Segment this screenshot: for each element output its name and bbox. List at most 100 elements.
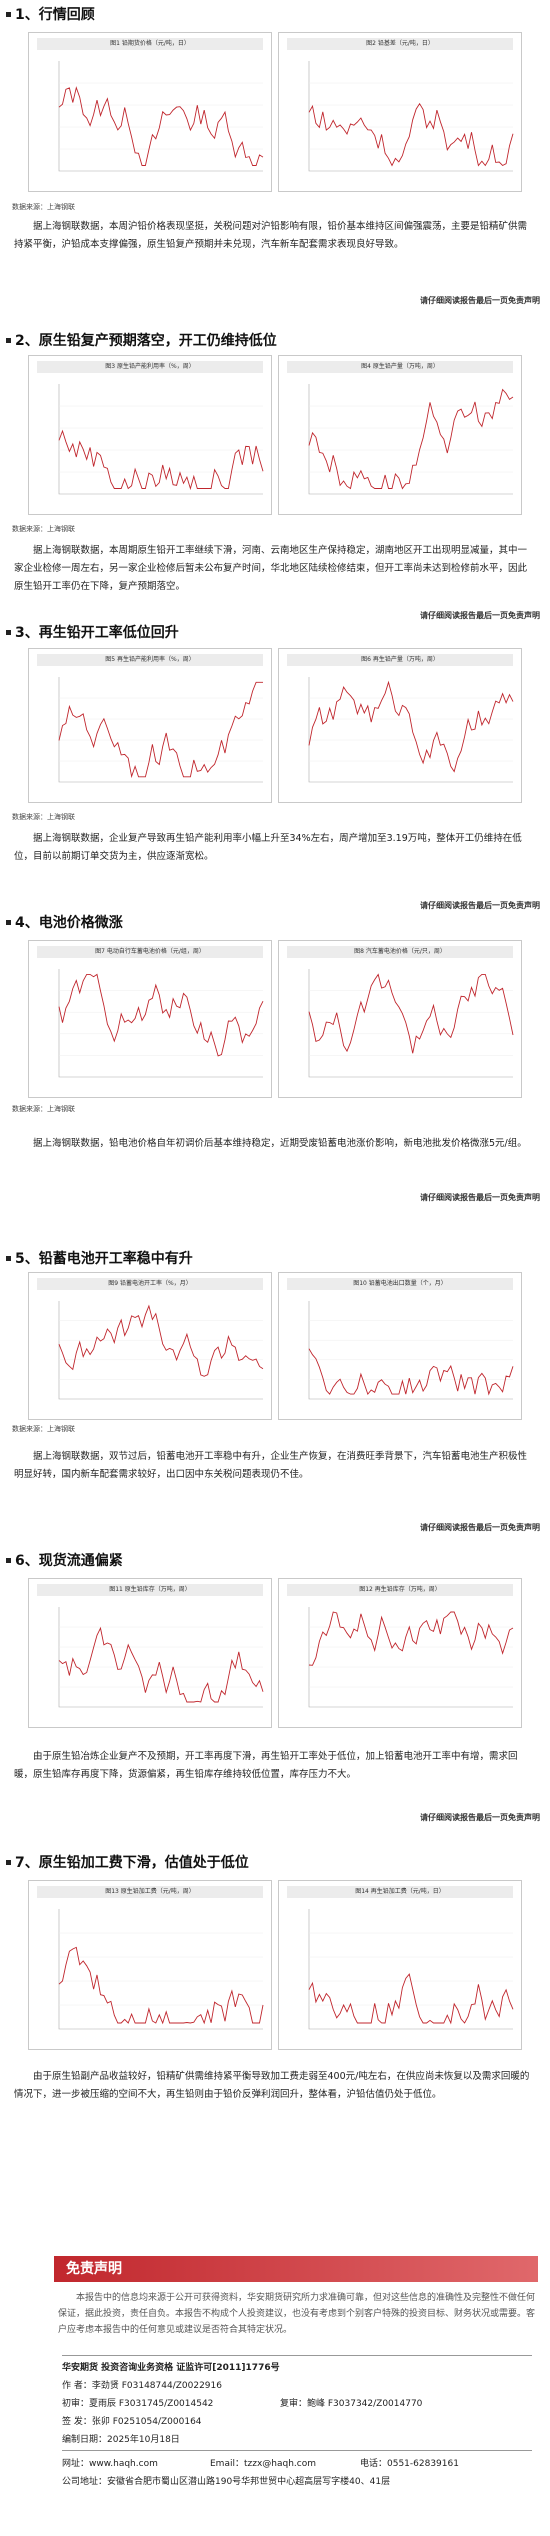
chart-svg <box>58 1607 264 1708</box>
company-info: 华安期货 投资咨询业务资格 证监许可[2011]1776号 <box>62 2363 280 2373</box>
chart-panel-14: 图14 再生铅加工费（元/吨，日） <box>278 1880 522 2050</box>
series-line <box>308 1348 514 1396</box>
chart-panel-9: 图9 铅蓄电池开工率（%，月） <box>28 1272 272 1420</box>
chart-axis <box>58 1301 263 1400</box>
website-link[interactable]: 网址：www.haqh.com <box>62 2459 158 2469</box>
chart-title: 图11 原生铅库存（万吨，周） <box>37 1584 263 1596</box>
chart-panel-6: 图6 再生铅产量（万吨，周） <box>278 648 522 803</box>
chart-title: 图5 再生铅产能利用率（%，周） <box>37 654 263 666</box>
chart-svg <box>58 1301 264 1400</box>
series-line <box>308 1973 514 2025</box>
chart-axis <box>58 61 263 172</box>
reviewer-2: 复审：鲍峰 F3037342/Z0014770 <box>280 2399 423 2409</box>
chart-axis <box>308 969 513 1078</box>
chart-title: 图1 铅期货价格（元/吨，日） <box>37 38 263 50</box>
paragraph-2: 据上海钢联数据，本周期原生铅开工率继续下滑，河南、云南地区生产保持稳定，湖南地区… <box>14 545 528 592</box>
chart-panel-2: 图2 铅基差（元/吨，日） <box>278 32 522 192</box>
series-line <box>308 388 514 490</box>
disclaimer-hint: 请仔细阅读报告最后一页免责声明 <box>420 1813 540 1822</box>
chart-panel-5: 图5 再生铅产能利用率（%，周） <box>28 648 272 803</box>
chart-title: 图12 再生铅库存（万吨，周） <box>287 1584 513 1596</box>
section-title-5: 5、铅蓄电池开工率稳中有升 <box>6 1248 193 1268</box>
data-source: 数据来源：上海钢联 <box>12 525 75 533</box>
chart-svg <box>308 677 514 783</box>
chart-panel-4: 图4 原生铅产量（万吨，周） <box>278 355 522 515</box>
chart-svg <box>308 969 514 1078</box>
disclaimer-hint: 请仔细阅读报告最后一页免责声明 <box>420 1193 540 1202</box>
series-line <box>308 1611 514 1666</box>
chart-axis <box>58 384 263 495</box>
paragraph-6: 由于原生铅冶炼企业复产不及预期，开工率再度下滑，再生铅开工率处于低位，加上铅蓄电… <box>14 1751 518 1780</box>
chart-panel-12: 图12 再生铅库存（万吨，周） <box>278 1578 522 1728</box>
chart-title: 图13 原生铅加工费（元/吨，周） <box>37 1886 263 1898</box>
series-line <box>58 86 264 166</box>
paragraph-5: 据上海钢联数据，双节过后，铅蓄电池开工率稳中有升，企业生产恢复，在消费旺季背景下… <box>14 1451 528 1480</box>
chart-title: 图3 原生铅产能利用率（%，周） <box>37 361 263 373</box>
section-title-2: 2、原生铅复产预期落空，开工仍维持低位 <box>6 330 277 350</box>
address: 公司地址：安徽省合肥市蜀山区潜山路190号华邦世贸中心超高层写字楼40、41层 <box>62 2477 391 2487</box>
email-link[interactable]: Email：tzzx@haqh.com <box>210 2459 316 2469</box>
paragraph-1: 据上海钢联数据，本周沪铅价格表现坚挺，关税问题对沪铅影响有限，铅价基本维持区间偏… <box>14 221 528 250</box>
disclaimer-hint: 请仔细阅读报告最后一页免责声明 <box>420 296 540 305</box>
chart-title: 图6 再生铅产量（万吨，周） <box>287 654 513 666</box>
chart-axis <box>58 1909 263 2030</box>
chart-svg <box>58 969 264 1078</box>
chart-svg <box>58 384 264 495</box>
series-line <box>58 1626 264 1703</box>
reviewer-1: 初审：夏雨辰 F3031745/Z0014542 <box>62 2399 214 2409</box>
divider <box>62 2450 532 2451</box>
disclaimer-header: 免责声明 <box>54 2256 538 2282</box>
series-line <box>308 680 514 773</box>
chart-panel-3: 图3 原生铅产能利用率（%，周） <box>28 355 272 515</box>
chart-axis <box>308 384 513 495</box>
paragraph-7: 由于原生铅副产品收益较好，铅精矿供需维持紧平衡导致加工费走弱至400元/吨左右，… <box>14 2071 530 2100</box>
data-source: 数据来源：上海钢联 <box>12 813 75 821</box>
section-title-4: 4、电池价格微涨 <box>6 912 123 932</box>
chart-title: 图8 汽车蓄电池价格（元/只，周） <box>287 946 513 958</box>
chart-title: 图9 铅蓄电池开工率（%，月） <box>37 1278 263 1290</box>
chart-panel-11: 图11 原生铅库存（万吨，周） <box>28 1578 272 1728</box>
chart-svg <box>308 1301 514 1400</box>
chart-svg <box>58 677 263 783</box>
chart-title: 图4 原生铅产量（万吨，周） <box>287 361 513 373</box>
chart-title: 图7 电动自行车蓄电池价格（元/组，周） <box>37 946 263 958</box>
chart-svg <box>308 384 514 495</box>
divider <box>62 2355 532 2356</box>
disclaimer-hint: 请仔细阅读报告最后一页免责声明 <box>420 1523 540 1532</box>
chart-panel-7: 图7 电动自行车蓄电池价格（元/组，周） <box>28 940 272 1098</box>
chart-panel-1: 图1 铅期货价格（元/吨，日） <box>28 32 272 192</box>
phone: 电话：0551-62839161 <box>360 2459 459 2469</box>
paragraph-3: 据上海钢联数据，企业复产导致再生铅产能利用率小幅上升至34%左右，周产增加至3.… <box>14 833 522 862</box>
section-title-7: 7、原生铅加工费下滑，估值处于低位 <box>6 1852 249 1872</box>
series-line <box>58 1946 264 2025</box>
issuer: 签 发：张卯 F0251054/Z000164 <box>62 2417 202 2427</box>
chart-panel-13: 图13 原生铅加工费（元/吨，周） <box>28 1880 272 2050</box>
chart-panel-8: 图8 汽车蓄电池价格（元/只，周） <box>278 940 522 1098</box>
chart-axis <box>308 1301 513 1400</box>
series-line <box>58 973 264 1057</box>
chart-axis <box>308 677 513 783</box>
chart-axis <box>58 677 263 783</box>
chart-svg <box>308 61 514 172</box>
series-line <box>308 102 514 167</box>
chart-axis <box>58 1607 263 1708</box>
author: 作 者：李劲贤 F03148744/Z0022916 <box>62 2381 222 2391</box>
paragraph-4: 据上海钢联数据，铅电池价格自年初调价后基本维持稳定，近期受废铅蓄电池涨价影响，新… <box>33 1138 527 1149</box>
chart-title: 图10 铅蓄电池出口数量（个，月） <box>287 1278 513 1290</box>
data-source: 数据来源：上海钢联 <box>12 203 75 211</box>
chart-axis <box>308 1607 513 1708</box>
section-title-6: 6、现货流通偏紧 <box>6 1550 123 1570</box>
chart-axis <box>308 61 513 172</box>
section-title-3: 3、再生铅开工率低位回升 <box>6 622 179 642</box>
data-source: 数据来源：上海钢联 <box>12 1105 75 1113</box>
chart-svg <box>58 1909 264 2030</box>
chart-title: 图14 再生铅加工费（元/吨，日） <box>287 1886 513 1898</box>
series-line <box>58 681 263 779</box>
chart-panel-10: 图10 铅蓄电池出口数量（个，月） <box>278 1272 522 1420</box>
series-line <box>58 429 264 491</box>
chart-title: 图2 铅基差（元/吨，日） <box>287 38 513 50</box>
series-line <box>308 973 514 1054</box>
report-date: 编制日期：2025年10月18日 <box>62 2435 180 2445</box>
disclaimer-hint: 请仔细阅读报告最后一页免责声明 <box>420 611 540 620</box>
chart-svg <box>308 1909 514 2030</box>
